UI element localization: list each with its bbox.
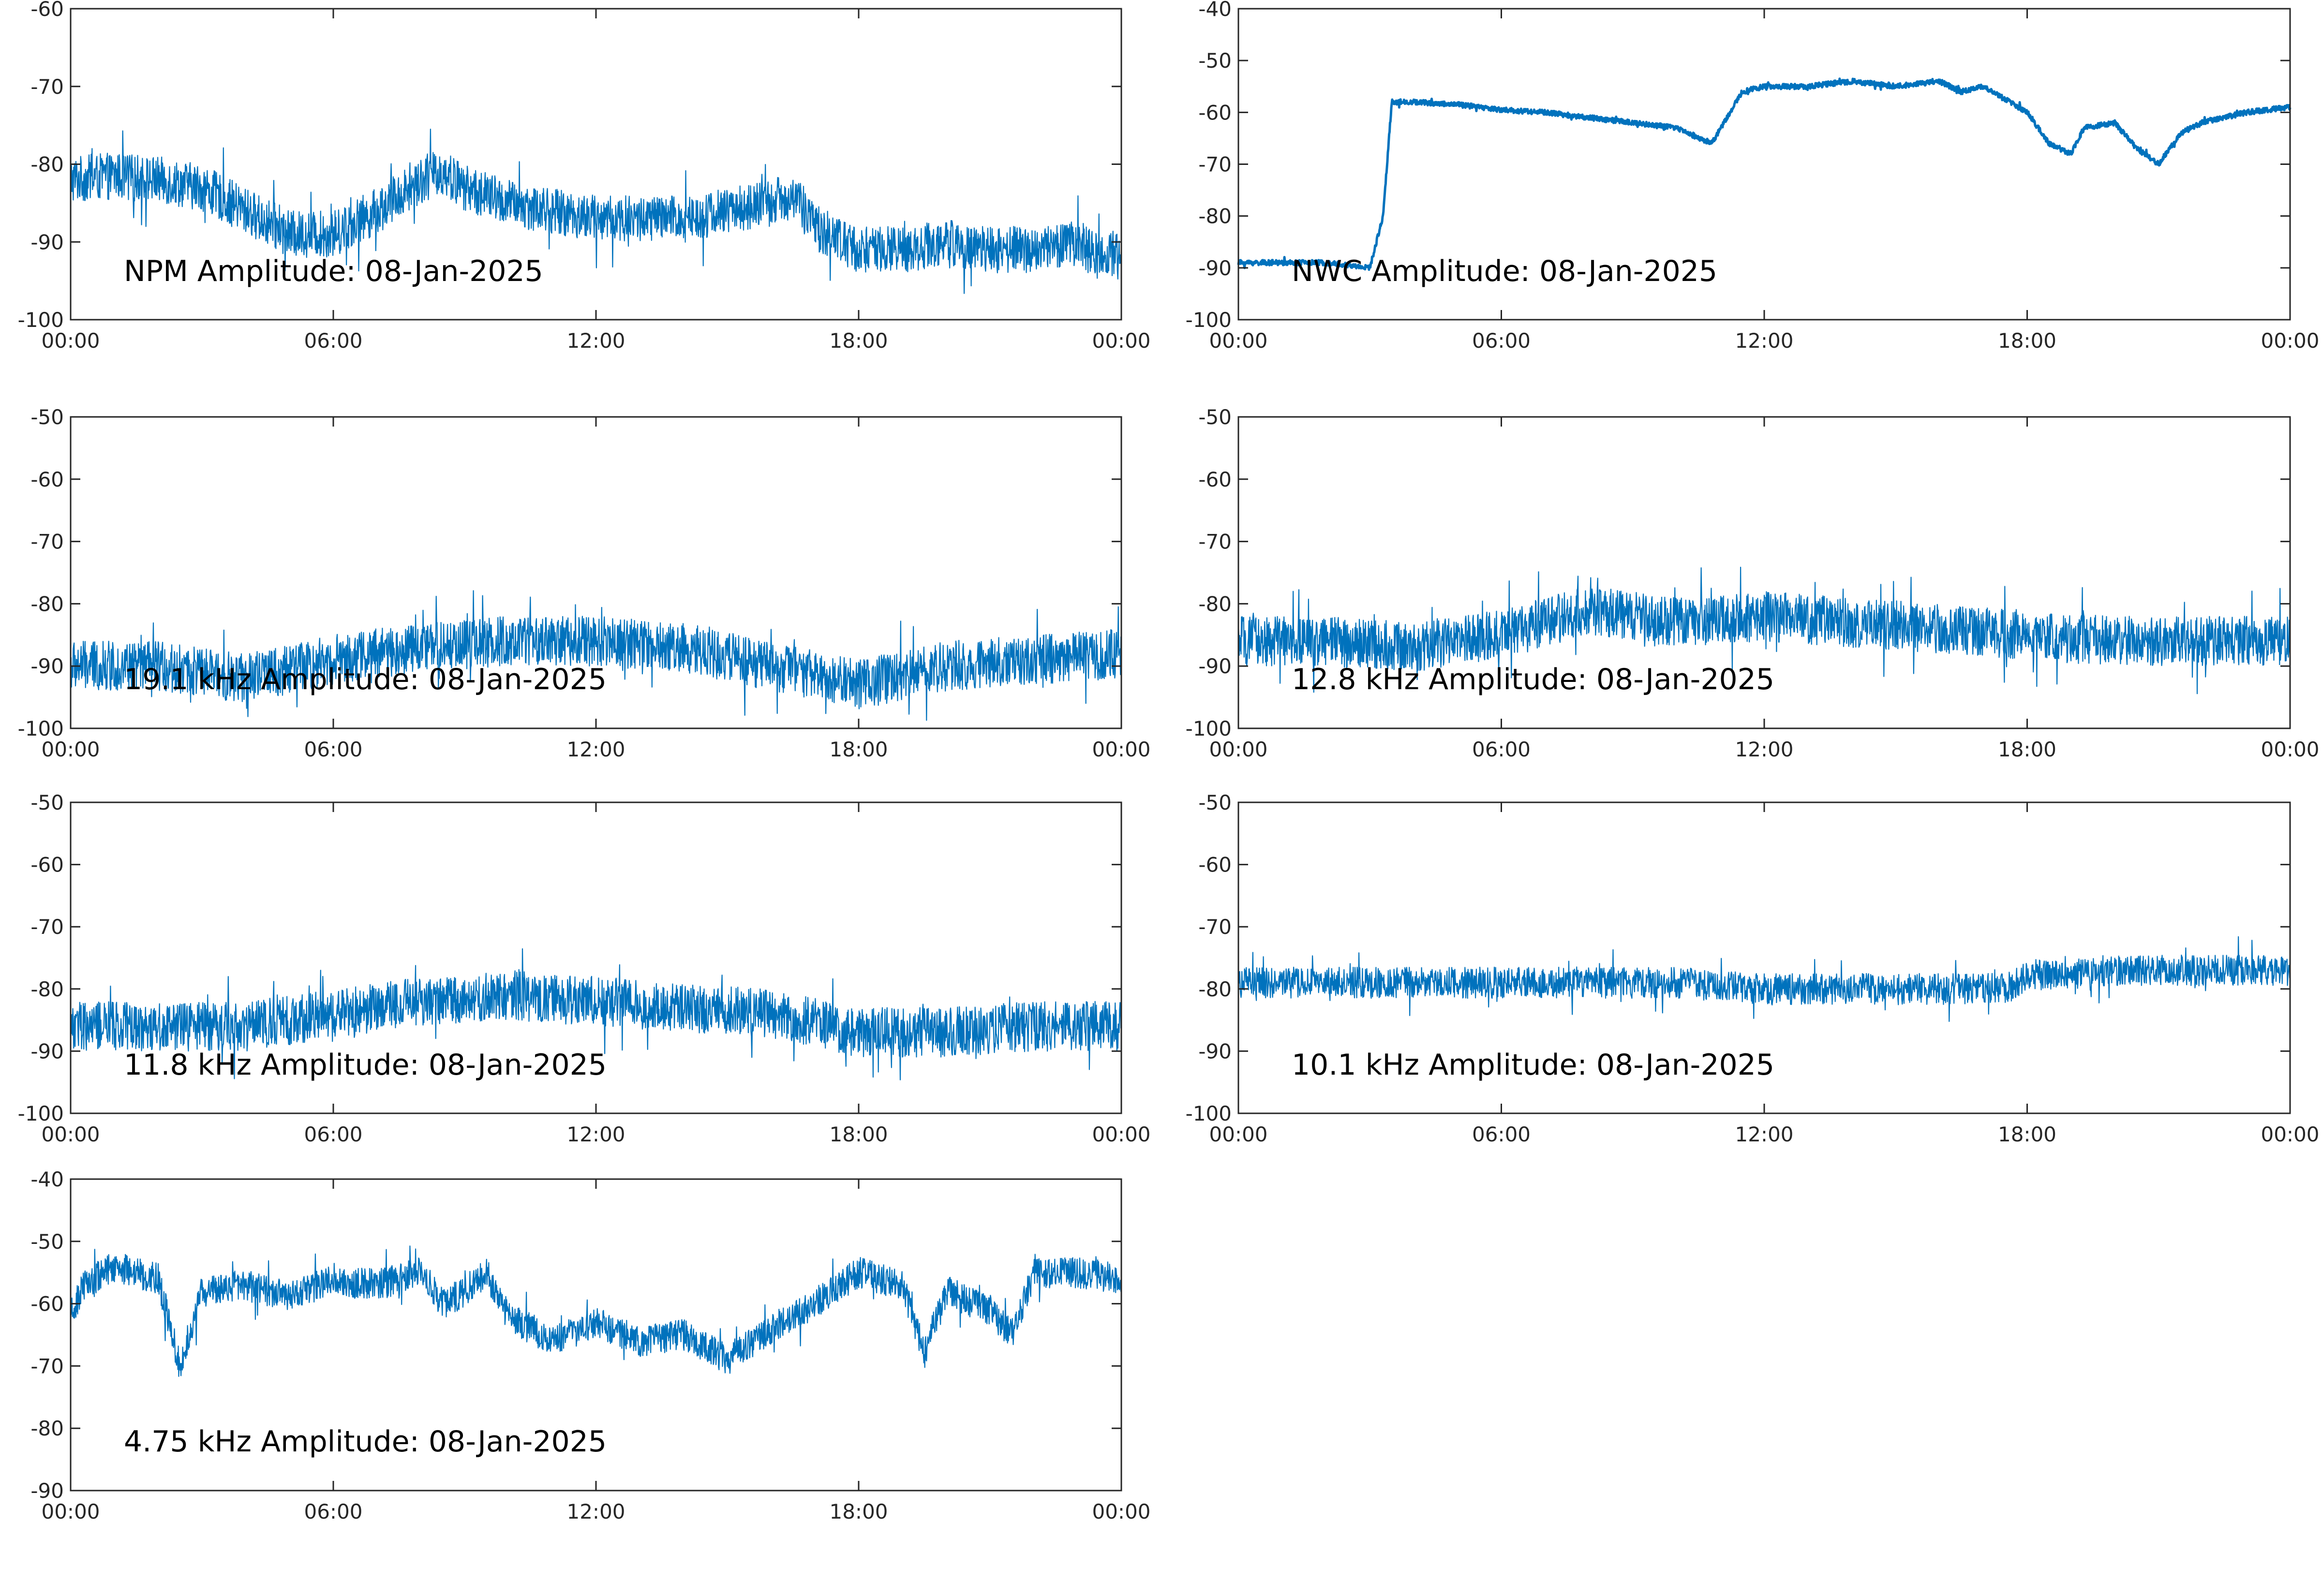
x-tick-label: 06:00 <box>1472 1123 1531 1146</box>
panel-title: 10.1 kHz Amplitude: 08-Jan-2025 <box>1292 1048 1774 1082</box>
series-line <box>70 590 1122 721</box>
x-tick-label: 18:00 <box>1998 1123 2056 1146</box>
x-tick-label: 12:00 <box>566 738 625 761</box>
x-tick-label: 00:00 <box>1209 738 1267 761</box>
x-tick-label: 18:00 <box>829 329 888 353</box>
y-tick-label: -100 <box>1186 717 1232 740</box>
y-tick-label: -50 <box>30 791 64 814</box>
x-tick-label: 12:00 <box>1735 1123 1793 1146</box>
x-tick-label: 18:00 <box>1998 738 2056 761</box>
y-tick-label: -60 <box>30 853 64 877</box>
x-tick-label: 00:00 <box>41 329 100 353</box>
x-tick-label: 18:00 <box>829 1123 888 1146</box>
x-tick-label: 00:00 <box>1209 1123 1267 1146</box>
y-tick-label: -100 <box>18 308 64 332</box>
x-tick-label: 12:00 <box>566 1123 625 1146</box>
x-tick-label: 12:00 <box>1735 738 1793 761</box>
chart-panel-3: 00:00 06:00 12:00 18:00 00:00 -50 -60 -70 -80 -90… <box>18 405 1151 761</box>
chart-panel-5: 00:00 06:00 12:00 18:00 00:00 -50 -60 -70 -80 -90… <box>18 791 1151 1146</box>
y-tick-label: -100 <box>18 1102 64 1125</box>
x-tick-label: 18:00 <box>1998 329 2056 353</box>
y-tick-label: -80 <box>1198 977 1232 1001</box>
panel-title: 4.75 kHz Amplitude: 08-Jan-2025 <box>124 1425 607 1459</box>
series-line <box>1237 566 2291 695</box>
x-tick-label: 06:00 <box>304 329 362 353</box>
x-tick-label: 00:00 <box>1092 1123 1150 1146</box>
y-tick-label: -60 <box>30 468 64 491</box>
x-tick-label: 12:00 <box>566 329 625 353</box>
y-tick-label: -60 <box>30 1292 64 1316</box>
series-line <box>1237 77 2292 271</box>
x-tick-label: 18:00 <box>829 1500 888 1523</box>
y-tick-label: -70 <box>30 915 64 939</box>
x-tick-label: 06:00 <box>1472 329 1531 353</box>
y-tick-label: -70 <box>1198 153 1232 177</box>
x-tick-label: 00:00 <box>2261 329 2319 353</box>
x-tick-label: 00:00 <box>1092 1500 1150 1523</box>
chart-panel-2: 00:00 06:00 12:00 18:00 00:00 -40 -50 -60 -70 -80… <box>1186 0 2320 353</box>
panel-title: 12.8 kHz Amplitude: 08-Jan-2025 <box>1292 663 1774 696</box>
panel-title: 11.8 kHz Amplitude: 08-Jan-2025 <box>124 1048 607 1082</box>
y-tick-label: -40 <box>30 1167 64 1191</box>
y-tick-label: -60 <box>1198 468 1232 491</box>
x-tick-label: 06:00 <box>304 1123 362 1146</box>
y-tick-label: -50 <box>1198 791 1232 814</box>
y-tick-label: -60 <box>1198 101 1232 124</box>
x-tick-label: 06:00 <box>1472 738 1531 761</box>
chart-panel-4: 00:00 06:00 12:00 18:00 00:00 -50 -60 -70 -80 -90… <box>1186 405 2320 761</box>
y-tick-label: -70 <box>1198 915 1232 939</box>
x-tick-label: 00:00 <box>41 738 100 761</box>
y-tick-label: -90 <box>30 230 64 254</box>
x-tick-label: 00:00 <box>41 1123 100 1146</box>
y-tick-label: -80 <box>1198 205 1232 228</box>
x-tick-label: 12:00 <box>1735 329 1793 353</box>
y-tick-label: -50 <box>1198 49 1232 73</box>
y-tick-label: -80 <box>30 1417 64 1440</box>
y-tick-label: -80 <box>1198 592 1232 616</box>
y-tick-label: -60 <box>1198 853 1232 877</box>
panel-title: NPM Amplitude: 08-Jan-2025 <box>124 254 543 288</box>
y-tick-label: -70 <box>30 75 64 99</box>
chart-panel-1: 00:00 06:00 12:00 18:00 00:00 -60 -70 -80 -90 -10… <box>18 0 1151 353</box>
x-tick-label: 06:00 <box>304 738 362 761</box>
y-tick-label: -90 <box>1198 256 1232 280</box>
y-tick-label: -70 <box>1198 530 1232 554</box>
y-tick-label: -70 <box>30 530 64 554</box>
y-tick-label: -70 <box>30 1354 64 1378</box>
y-tick-label: -80 <box>30 153 64 177</box>
y-tick-label: -90 <box>30 1479 64 1503</box>
x-tick-label: 00:00 <box>1209 329 1267 353</box>
y-tick-label: -100 <box>1186 1102 1232 1125</box>
series-line <box>70 129 1122 294</box>
series-line <box>70 1245 1122 1377</box>
x-tick-label: 00:00 <box>1092 738 1150 761</box>
series-line <box>70 948 1122 1080</box>
panel-title: 19.1 kHz Amplitude: 08-Jan-2025 <box>124 663 607 696</box>
y-tick-label: -90 <box>1198 654 1232 678</box>
x-tick-label: 00:00 <box>41 1500 100 1523</box>
y-tick-label: -100 <box>18 717 64 740</box>
y-tick-label: -90 <box>1198 1039 1232 1063</box>
y-tick-label: -80 <box>30 592 64 616</box>
panel-title: NWC Amplitude: 08-Jan-2025 <box>1292 254 1717 288</box>
x-tick-label: 00:00 <box>2261 1123 2319 1146</box>
x-tick-label: 00:00 <box>2261 738 2319 761</box>
y-tick-label: -80 <box>30 977 64 1001</box>
y-tick-label: -40 <box>1198 0 1232 21</box>
y-tick-label: -60 <box>30 0 64 21</box>
y-tick-label: -50 <box>30 405 64 429</box>
chart-panel-7: 00:00 06:00 12:00 18:00 00:00 -40 -50 -60 -70 -80… <box>30 1167 1150 1523</box>
x-tick-label: 12:00 <box>566 1500 625 1523</box>
y-tick-label: -90 <box>30 654 64 678</box>
y-tick-label: -50 <box>1198 405 1232 429</box>
x-tick-label: 00:00 <box>1092 329 1150 353</box>
y-tick-label: -100 <box>1186 308 1232 332</box>
y-tick-label: -50 <box>30 1230 64 1254</box>
y-tick-label: -90 <box>30 1039 64 1063</box>
x-tick-label: 18:00 <box>829 738 888 761</box>
series-line <box>1237 936 2291 1022</box>
chart-panel-6: 00:00 06:00 12:00 18:00 00:00 -50 -60 -70 -80 -90… <box>1186 791 2320 1146</box>
x-tick-label: 06:00 <box>304 1500 362 1523</box>
